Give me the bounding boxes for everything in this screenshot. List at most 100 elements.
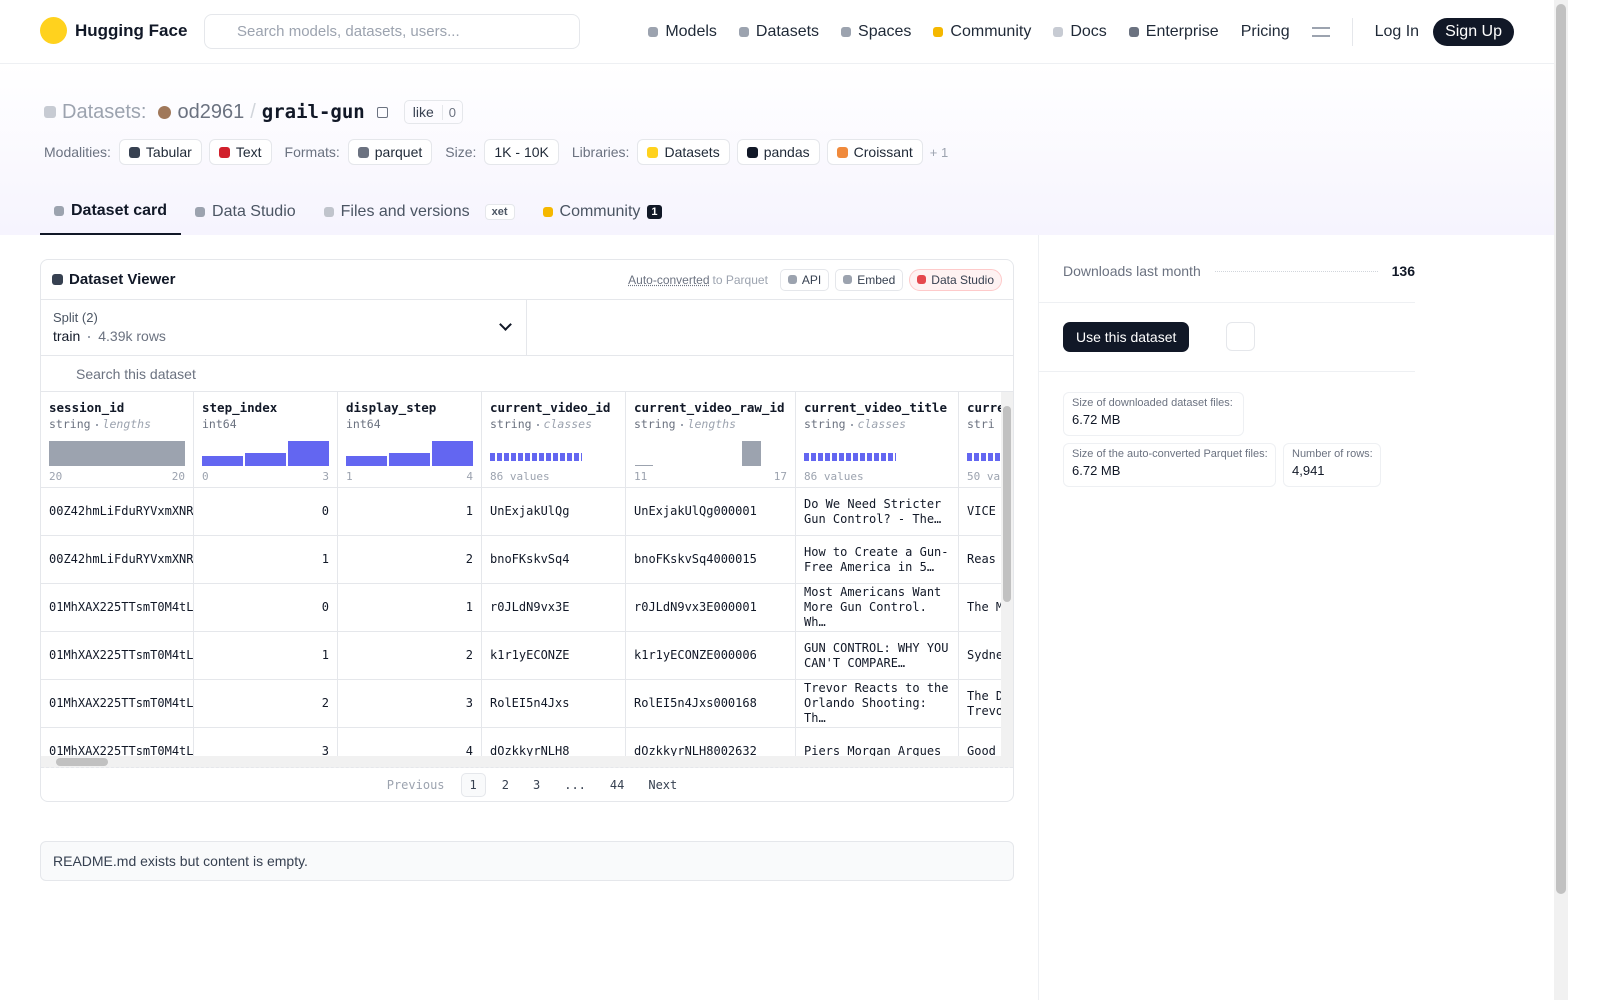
column-header[interactable]: display_step int64 1 4 (338, 392, 482, 488)
menu-button[interactable] (1311, 27, 1330, 37)
table-cell[interactable]: Sydne (959, 632, 1001, 680)
tag-chip[interactable]: Tabular (118, 139, 202, 165)
column-header[interactable]: current_video_raw_id string lengths 11 17 (626, 392, 796, 488)
table-cell[interactable]: Piers Morgan Argues (796, 728, 959, 756)
table-cell[interactable]: k1r1yECONZE000006 (626, 632, 796, 680)
table-cell[interactable]: 1 (338, 488, 482, 536)
dataset-search[interactable]: Search this dataset (41, 356, 1013, 392)
login[interactable]: Log In (1374, 23, 1420, 40)
tag-chip[interactable]: Datasets (637, 139, 730, 165)
page-previous[interactable]: Previous (386, 778, 445, 792)
table-cell[interactable]: dOzkkyrNLH8 (482, 728, 626, 756)
split-select[interactable]: Split (2) train 4.39k rows (41, 300, 527, 356)
column-type: string lengths (634, 417, 787, 431)
signup[interactable]: Sign Up (1433, 18, 1514, 46)
table-cell[interactable]: RolEI5n4Jxs (482, 680, 626, 728)
table-cell[interactable]: 1 (194, 632, 338, 680)
more-button[interactable] (1226, 322, 1255, 351)
column-header[interactable]: session_id string lengths 20 20 (41, 392, 194, 488)
column-header[interactable]: current_video_id string classes 86 values (482, 392, 626, 488)
tag-group-label: Libraries: (571, 144, 630, 160)
table-cell[interactable]: 1 (338, 584, 482, 632)
table-cell[interactable]: VICE (959, 488, 1001, 536)
table-cell[interactable]: bnoFKskvSq4000015 (626, 536, 796, 584)
tab[interactable]: Dataset card (40, 189, 182, 235)
page-link[interactable]: 1 (460, 773, 486, 797)
table-cell[interactable]: How to Create a Gun-Free America in 5… (796, 536, 959, 584)
table-cell[interactable]: r0JLdN9vx3E (482, 584, 626, 632)
nav-link[interactable]: Docs (1053, 16, 1107, 48)
tag-chip[interactable]: Text (208, 139, 272, 165)
table-cell[interactable]: 01MhXAX225TTsmT0M4tL (41, 728, 194, 756)
tab[interactable]: Community 1 (529, 189, 676, 235)
page-link[interactable]: 44 (609, 778, 625, 792)
table-cell[interactable]: GUN CONTROL: WHY YOU CAN'T COMPARE… (796, 632, 959, 680)
tag-chip[interactable]: parquet (347, 139, 433, 165)
table-cell[interactable]: 3 (338, 680, 482, 728)
use-dataset-button[interactable]: Use this dataset (1063, 322, 1190, 352)
table-cell[interactable]: 2 (194, 680, 338, 728)
icon (917, 275, 927, 284)
page-link[interactable]: 3 (532, 778, 541, 792)
table-cell[interactable]: 1 (194, 536, 338, 584)
table-cell[interactable]: Trevor Reacts to the Orlando Shooting: T… (796, 680, 959, 728)
viewer-button[interactable]: Data Studio (909, 268, 1002, 291)
auto-converted[interactable]: Auto-converted (628, 272, 710, 287)
repo-prefix: Datasets: (62, 100, 147, 123)
table-cell[interactable]: UnExjakUlQg (482, 488, 626, 536)
logo[interactable]: Hugging Face (40, 17, 187, 44)
nav-link[interactable]: Pricing (1241, 16, 1290, 48)
page-next[interactable]: Next (648, 778, 678, 792)
page-link[interactable]: ... (564, 778, 586, 792)
icon (843, 275, 853, 284)
tag-chip[interactable]: 1K - 10K (484, 139, 559, 165)
table-cell[interactable]: 0 (194, 488, 338, 536)
table-cell[interactable]: 01MhXAX225TTsmT0M4tL (41, 680, 194, 728)
table-cell[interactable]: Good (959, 728, 1001, 756)
table-cell[interactable]: r0JLdN9vx3E000001 (626, 584, 796, 632)
page-link[interactable]: 2 (501, 778, 509, 792)
table-cell[interactable]: 00Z42hmLiFduRYVxmXNR (41, 536, 194, 584)
column-viz (634, 440, 787, 466)
table-cell[interactable]: 00Z42hmLiFduRYVxmXNR (41, 488, 194, 536)
table-cell[interactable]: 2 (338, 536, 482, 584)
column-header[interactable]: curre stri 50 va (959, 392, 1001, 488)
table-cell[interactable]: 3 (194, 728, 338, 756)
table-cell[interactable]: 01MhXAX225TTsmT0M4tL (41, 632, 194, 680)
table-cell[interactable]: Most Americans Want More Gun Control. Wh… (796, 584, 959, 632)
table-cell[interactable]: dOzkkyrNLH8002632 (626, 728, 796, 756)
nav-link[interactable]: Spaces (841, 16, 911, 48)
copy-icon[interactable] (376, 106, 388, 118)
owner[interactable]: od2961 (177, 100, 245, 123)
like-button[interactable]: like 0 (403, 100, 463, 124)
table-cell[interactable]: The M (959, 584, 1001, 632)
viewer-button[interactable]: Embed (835, 268, 904, 291)
table-cell[interactable]: 2 (338, 632, 482, 680)
stat-label: Size of the auto-converted Parquet files… (1072, 448, 1268, 460)
table-cell[interactable]: UnExjakUlQg000001 (626, 488, 796, 536)
column-header[interactable]: current_video_title string classes 86 value… (796, 392, 959, 488)
tab[interactable]: Files and versions xet (310, 189, 529, 235)
table-cell[interactable]: Do We Need Stricter Gun Control? - The… (796, 488, 959, 536)
table-cell[interactable]: 0 (194, 584, 338, 632)
viewer-title: Dataset Viewer (69, 271, 176, 288)
column-type: string lengths (49, 417, 185, 431)
tab[interactable]: Data Studio (181, 189, 310, 235)
table-cell[interactable]: bnoFKskvSq4 (482, 536, 626, 584)
table-cell[interactable]: 01MhXAX225TTsmT0M4tL (41, 584, 194, 632)
table-cell[interactable]: 4 (338, 728, 482, 756)
tags-more[interactable]: + 1 (929, 144, 949, 160)
tag-chip[interactable]: pandas (736, 139, 820, 165)
nav-link[interactable]: Enterprise (1128, 16, 1219, 48)
table-cell[interactable]: RolEI5n4Jxs000168 (626, 680, 796, 728)
nav-link[interactable]: Datasets (738, 16, 819, 48)
nav-link[interactable]: Models (648, 16, 717, 48)
viewer-button[interactable]: API (779, 268, 830, 291)
nav-link[interactable]: Community (933, 16, 1031, 48)
tag-chip[interactable]: Croissant (826, 139, 923, 165)
table-cell[interactable]: k1r1yECONZE (482, 632, 626, 680)
column-header[interactable]: step_index int64 0 3 (194, 392, 338, 488)
table-cell[interactable]: The D Trevo (959, 680, 1001, 728)
search-box[interactable]: Search models, datasets, users... (204, 14, 580, 49)
table-cell[interactable]: Reas (959, 536, 1001, 584)
